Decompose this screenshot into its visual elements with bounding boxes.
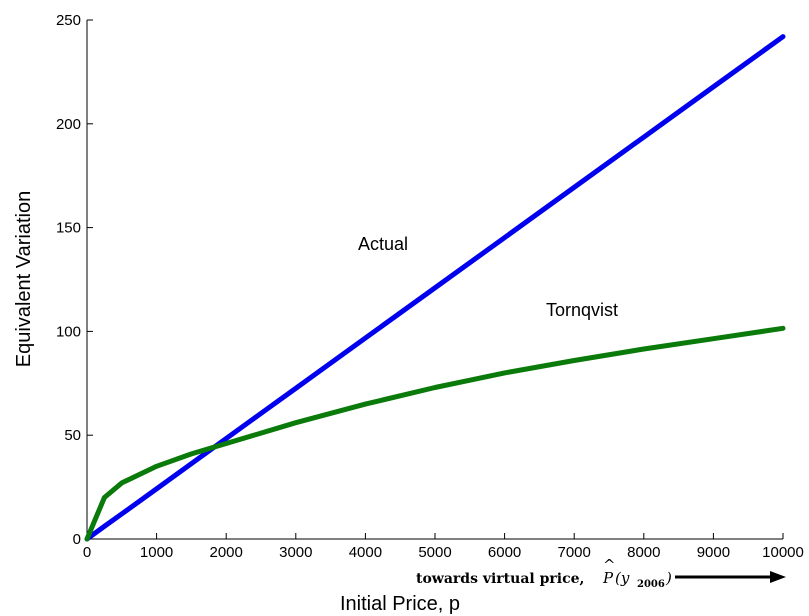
x-tick-label: 7000 [558, 544, 591, 561]
y-tick-label: 50 [64, 427, 81, 444]
x-tick-label: 8000 [627, 544, 660, 561]
y-tick-label: 100 [56, 323, 81, 340]
y-axis-title: Equivalent Variation [13, 191, 35, 367]
x-tick-label: 2000 [210, 544, 243, 561]
x-tick-group: 0 1000 2000 3000 4000 5000 6000 7000 8000 9000 100… [83, 533, 804, 561]
y-tick-label: 0 [73, 531, 81, 548]
x-tick-label: 9000 [697, 544, 730, 561]
x-tick-label: 1000 [140, 544, 173, 561]
y-tick-label: 150 [56, 220, 81, 237]
arrow-math-arg: (y [615, 569, 630, 587]
x-tick-label: 5000 [418, 544, 451, 561]
x-tick-label: 4000 [349, 544, 382, 561]
actual-series-label: Actual [358, 234, 408, 254]
arrow-head [770, 571, 786, 583]
arrow-math-hat: ^ [603, 556, 616, 574]
x-tick-label: 0 [83, 544, 91, 561]
virtual-price-arrow-annotation: towards virtual price, P ^ (y 2006 ) [416, 556, 786, 590]
x-tick-label: 6000 [488, 544, 521, 561]
y-tick-label: 200 [56, 116, 81, 133]
x-axis-title: Initial Price, p [340, 593, 460, 615]
series-line-tornqvist [84, 325, 786, 542]
series-line-actual [84, 34, 786, 542]
x-tick-label: 10000 [762, 544, 804, 561]
arrow-math-close: ) [665, 569, 672, 587]
arrow-annotation-text: towards virtual price, [416, 571, 584, 587]
arrow-math-p: P [602, 569, 614, 587]
x-tick-label: 3000 [279, 544, 312, 561]
series-group [84, 34, 786, 542]
y-tick-label: 250 [56, 12, 81, 29]
arrow-math-sub: 2006 [637, 579, 665, 590]
y-tick-group: 0 50 100 150 200 250 [56, 12, 93, 548]
tornqvist-series-label: Tornqvist [546, 300, 618, 320]
